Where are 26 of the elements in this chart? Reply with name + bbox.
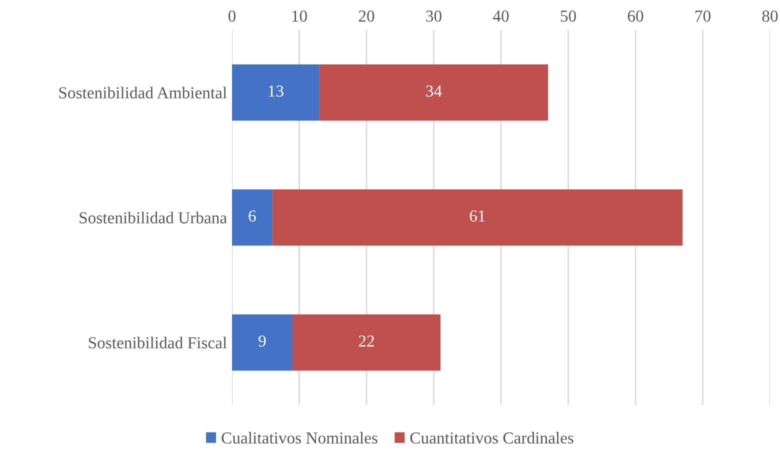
- bar: [272, 189, 683, 246]
- x-tick-label: 60: [628, 10, 644, 22]
- data-label: 34: [426, 85, 442, 97]
- x-tick-label: 70: [696, 10, 710, 22]
- x-tick-label: 50: [560, 10, 576, 22]
- x-tick-label: 80: [762, 10, 778, 22]
- bar: [232, 189, 272, 246]
- bar: [292, 314, 440, 371]
- data-label: 13: [268, 85, 284, 97]
- data-label: 61: [470, 210, 485, 222]
- legend-label: Cuantitativos Cardinales: [410, 432, 574, 444]
- x-tick-label: 20: [358, 10, 374, 22]
- x-tick-label: 0: [228, 10, 236, 22]
- y-tick-label: Sostenibilidad Urbana: [80, 212, 227, 224]
- bar: [319, 64, 548, 121]
- y-tick-label: Sostenibilidad Ambiental: [59, 86, 227, 98]
- data-label: 9: [258, 335, 266, 347]
- bar: [232, 64, 320, 121]
- x-tick-label: 10: [292, 10, 307, 22]
- data-label: 6: [248, 210, 256, 222]
- bar: [232, 314, 293, 371]
- data-label: 22: [358, 335, 374, 347]
- x-tick-label: 40: [492, 10, 509, 22]
- y-tick-label: Sostenibilidad Fiscal: [88, 336, 227, 348]
- x-tick-label: 30: [426, 10, 442, 22]
- legend-label: Cualitativos Nominales: [222, 432, 378, 444]
